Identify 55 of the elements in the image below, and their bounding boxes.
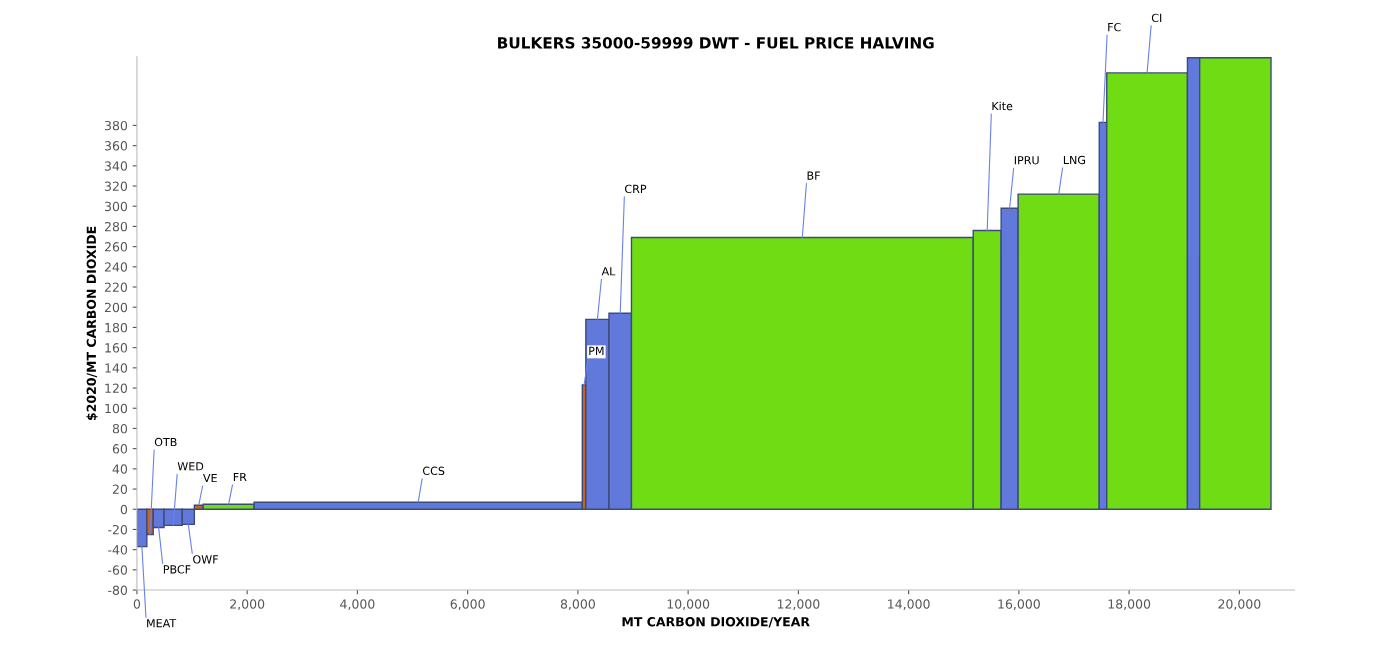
annotation: Kite: [992, 101, 1013, 111]
x-tick-label: 14,000: [888, 599, 930, 611]
x-tick-label: 2,000: [230, 599, 265, 611]
annotation: MEAT: [147, 619, 177, 628]
annotation: PBCF: [163, 565, 191, 574]
y-tick-label: 100: [105, 403, 128, 414]
y-tick-label: 300: [104, 201, 128, 212]
y-tick-label: 180: [105, 322, 128, 333]
chart-title: BULKERS 35000-59999 DWT - FUEL PRICE HALVING: [498, 37, 934, 49]
y-tick-label: 360: [104, 141, 128, 151]
y-axis-title: $2020/MT CARBON DIOXIDE: [86, 226, 98, 421]
x-tick-label: 0: [133, 599, 141, 609]
annotation: BF: [807, 171, 820, 180]
x-tick-label: 16,000: [998, 599, 1040, 611]
y-tick-label: 160: [105, 343, 128, 353]
y-tick-label: -80: [108, 585, 128, 595]
y-tick-label: 80: [112, 423, 128, 434]
annotation: WED: [177, 462, 204, 471]
y-tick-label: 260: [104, 242, 128, 252]
annotation: CRP: [625, 184, 647, 194]
y-tick-label: 240: [104, 262, 128, 272]
x-tick-label: 20,000: [1218, 599, 1261, 611]
annotation: CI: [1151, 13, 1162, 23]
y-tick-label: 280: [104, 221, 128, 232]
y-tick-label: -20: [108, 524, 128, 535]
y-tick-label: 220: [104, 282, 128, 292]
y-tick-label: 320: [104, 181, 128, 191]
y-tick-label: 120: [105, 383, 128, 393]
x-tick-label: 6,000: [450, 599, 485, 611]
y-tick-label: 20: [112, 484, 128, 494]
annotation: FR: [233, 472, 247, 482]
y-tick-label: -40: [108, 545, 128, 555]
y-tick-label: -60: [108, 565, 128, 575]
annotation: LNG: [1063, 155, 1086, 165]
x-tick-label: 18,000: [1108, 599, 1151, 611]
x-axis-title: MT CARBON DIOXIDE/YEAR: [622, 616, 810, 628]
annotation: OTB: [154, 437, 177, 447]
annotation: AL: [601, 267, 616, 276]
annotation: OWF: [193, 555, 218, 564]
y-tick-label: 40: [112, 464, 128, 474]
y-tick-label: 340: [104, 161, 128, 171]
x-tick-label: 8,000: [560, 599, 595, 611]
x-tick-label: 12,000: [777, 599, 820, 611]
x-tick-label: 4,000: [340, 599, 375, 611]
annotation: PM: [589, 346, 604, 355]
y-tick-label: 60: [112, 444, 128, 454]
y-tick-label: 140: [105, 363, 128, 373]
annotation: CCS: [423, 466, 445, 476]
y-tick-label: 380: [104, 120, 128, 131]
y-tick-label: 0: [120, 504, 128, 515]
annotation: IPRU: [1014, 156, 1039, 165]
x-tick-label: 10,000: [667, 599, 710, 611]
annotation: VE: [203, 473, 217, 483]
annotation: FC: [1108, 22, 1121, 32]
y-tick-label: 200: [104, 302, 128, 313]
